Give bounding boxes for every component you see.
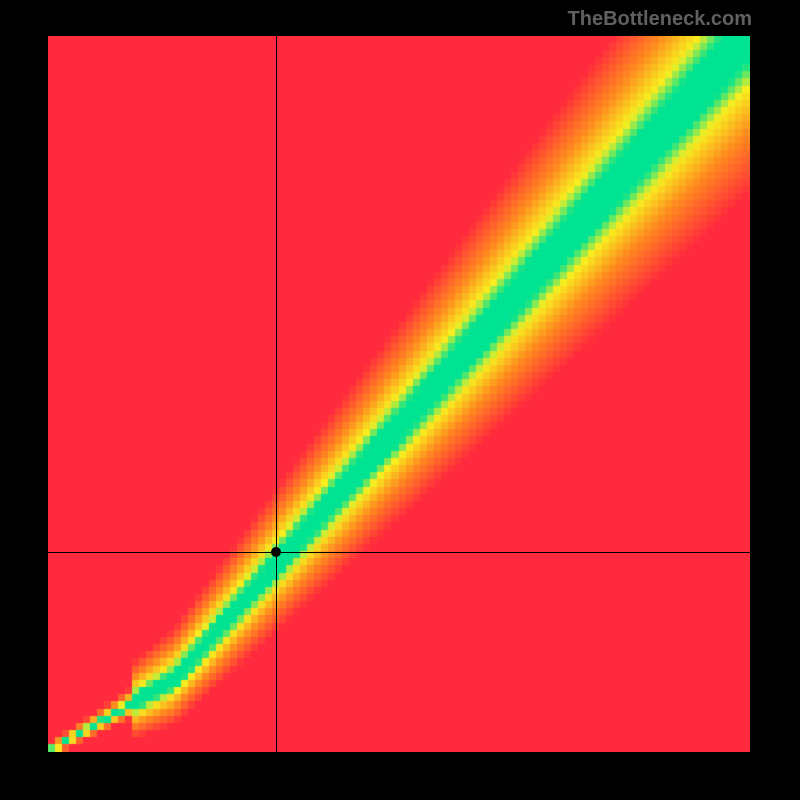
watermark-text: TheBottleneck.com — [568, 8, 752, 31]
crosshair-vertical — [276, 36, 277, 752]
heatmap-canvas — [48, 36, 750, 752]
heatmap-chart — [48, 36, 750, 752]
crosshair-horizontal — [48, 552, 750, 553]
selection-marker — [271, 547, 281, 557]
